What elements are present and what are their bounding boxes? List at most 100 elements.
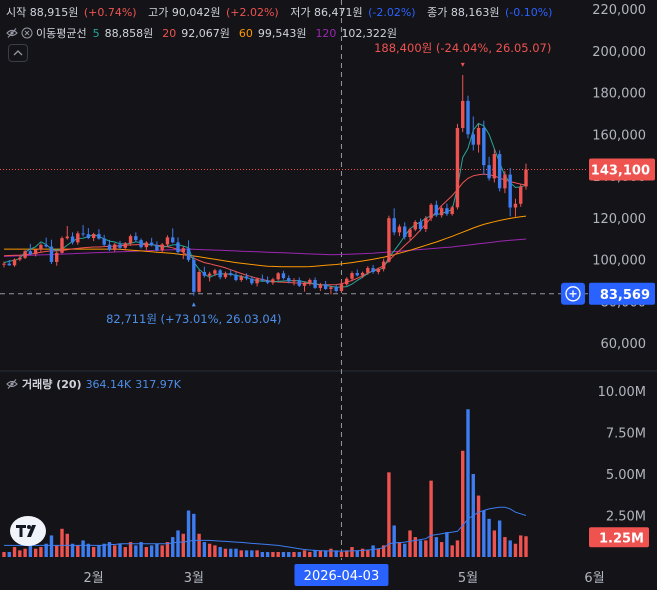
candle-body — [524, 169, 528, 187]
volume-bar — [55, 545, 59, 557]
volume-bar — [418, 540, 423, 557]
volume-bar — [250, 550, 254, 557]
volume-bar — [302, 550, 307, 557]
volume-bar — [60, 528, 64, 557]
candle-body — [445, 208, 449, 214]
volume-bar — [265, 552, 270, 557]
price-axis-label: 60,000 — [601, 337, 647, 352]
volume-bar — [91, 547, 96, 557]
volume-bar — [371, 545, 375, 557]
candle-body — [86, 234, 91, 238]
volume-bar — [181, 533, 185, 557]
volume-bar — [318, 550, 323, 557]
candle-body — [476, 127, 481, 145]
candle-body — [461, 100, 465, 128]
volume-bar — [276, 552, 280, 557]
candle-body — [313, 279, 317, 288]
candle-body — [466, 100, 470, 135]
volume-bar — [229, 548, 233, 557]
volume-ma-line — [4, 506, 527, 552]
candle-body — [508, 174, 512, 208]
ma60-line — [4, 215, 527, 268]
candle-body — [418, 221, 423, 230]
ma60-value: 99,543원 — [257, 27, 307, 40]
candle-body — [97, 234, 101, 239]
low-label: 저가 — [290, 6, 311, 19]
volume-bar — [197, 533, 201, 557]
volume-bar — [450, 545, 454, 557]
candle-body — [482, 127, 486, 166]
volume-bar — [366, 550, 370, 557]
candle-body — [397, 226, 402, 233]
ma20-value: 92,067원 — [181, 27, 230, 40]
volume-bar — [323, 550, 328, 557]
volume-bar — [508, 540, 512, 557]
volume-bar — [223, 548, 228, 557]
volume-bar — [287, 552, 291, 557]
volume-bar — [39, 547, 43, 557]
candle-body — [176, 242, 180, 252]
candle-body — [81, 233, 85, 235]
tradingview-logo[interactable] — [10, 516, 46, 546]
volume-bar — [439, 542, 444, 557]
volume-axis-label: 2.50M — [606, 510, 646, 525]
ma120-period: 120 — [315, 26, 337, 40]
candle-body — [513, 203, 518, 208]
volume-bar — [308, 552, 312, 557]
candle-body — [318, 284, 323, 288]
candle-body — [118, 244, 122, 248]
candle-body — [503, 174, 507, 189]
volume-bar — [155, 543, 159, 557]
price-axis-label: 160,000 — [592, 128, 646, 143]
candle-body — [239, 276, 243, 280]
ma5-value: 88,858원 — [104, 27, 154, 40]
close-change: (-0.10%) — [504, 6, 553, 19]
volume-last-badge — [589, 527, 649, 548]
ma120-line — [3, 238, 527, 257]
candle-body — [7, 263, 11, 266]
volume-bar — [7, 552, 11, 557]
candle-body — [281, 273, 286, 279]
candle-body — [33, 249, 38, 255]
volume-bar — [160, 545, 164, 557]
eye-hidden-icon[interactable] — [6, 27, 18, 39]
candle-body — [345, 278, 349, 285]
candle-body — [160, 244, 164, 251]
candle-body — [339, 284, 344, 292]
collapse-legend-button[interactable] — [8, 44, 28, 62]
volume-bar — [128, 542, 133, 557]
volume-bar — [176, 530, 180, 557]
volume-bar — [97, 545, 101, 557]
candle-body — [186, 248, 191, 260]
candle-body — [55, 252, 59, 263]
close-icon[interactable] — [21, 27, 33, 39]
candle-body — [18, 257, 22, 260]
high-annotation: 188,400원 (-24.04%, 26.05.07) — [374, 41, 551, 55]
candle-body — [113, 244, 117, 250]
volume-bar — [387, 472, 391, 557]
low-annotation: 82,711원 (+73.01%, 26.03.04) — [106, 312, 281, 326]
candle-body — [413, 221, 417, 230]
volume-bar — [497, 520, 502, 557]
eye-hidden-icon[interactable] — [6, 378, 18, 390]
volume-label: 거래량 (20) — [22, 378, 82, 391]
volume-bar — [192, 513, 196, 557]
volume-bar — [519, 535, 523, 557]
volume-bar — [23, 548, 27, 557]
high-label: 고가 — [148, 6, 169, 19]
candle-body — [44, 244, 48, 247]
volume-bar — [350, 547, 354, 557]
candle-body — [102, 238, 106, 245]
volume-bar — [18, 550, 22, 557]
volume-bar — [81, 540, 85, 557]
candle-body — [487, 165, 491, 179]
ma20-line — [3, 173, 527, 286]
candle-body — [28, 251, 33, 255]
price-axis-label: 200,000 — [592, 45, 646, 60]
volume-bar — [171, 537, 175, 557]
volume-bar — [123, 547, 127, 557]
low-marker: ▴ — [192, 300, 196, 309]
volume-bar — [218, 547, 222, 557]
ma5-period: 5 — [92, 26, 100, 40]
